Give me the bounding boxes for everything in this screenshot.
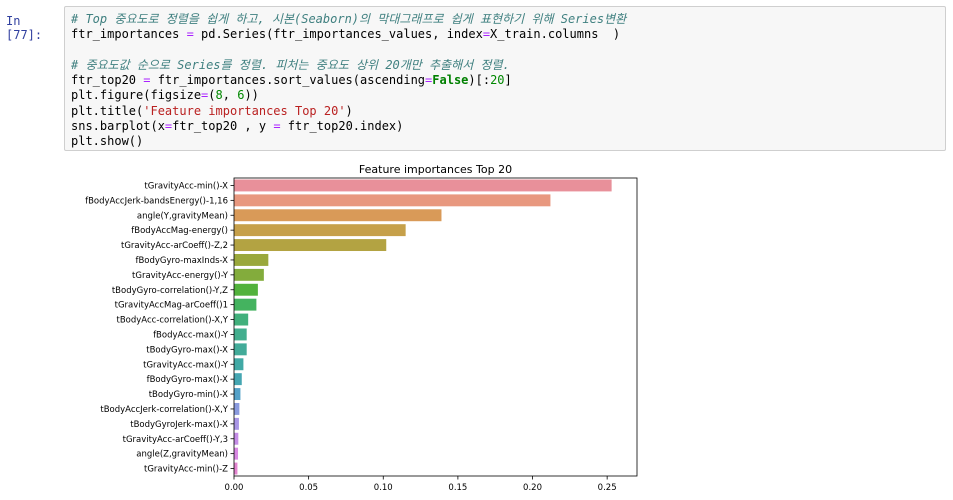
output-chart-area: Feature importances Top 20 tGravityAcc-m…	[64, 156, 946, 496]
y-tick-label: tBodyAccJerk-correlation()-X,Y	[100, 405, 228, 415]
y-tick-label: tGravityAcc-min()-Z	[144, 465, 228, 475]
code-line-1: # Top 중요도로 정렬을 쉽게 하고, 시본(Seaborn)의 막대그래프…	[71, 12, 627, 26]
y-tick-label: fBodyAcc-max()-Y	[153, 330, 229, 340]
x-tick-label: 0.20	[523, 483, 542, 493]
y-tick-label: fBodyGyro-max()-X	[147, 375, 229, 385]
bar-8	[234, 283, 258, 296]
code-line-2: ftr_importances = pd.Series(ftr_importan…	[71, 27, 621, 42]
y-tick-label: tGravityAcc-max()-Y	[143, 360, 229, 370]
bar-15	[234, 388, 241, 401]
y-tick-label: angle(Y,gravityMean)	[137, 211, 228, 221]
feature-importance-chart: Feature importances Top 20 tGravityAcc-m…	[85, 163, 638, 493]
bar-7	[234, 268, 264, 281]
y-tick-label: tBodyGyroJerk-max()-X	[130, 420, 228, 430]
bar-10	[234, 313, 249, 326]
bar-4	[234, 224, 406, 237]
y-tick-label: fBodyAccJerk-bandsEnergy()-1,16	[85, 196, 228, 206]
bar-5	[234, 239, 387, 252]
y-tick-label: tGravityAcc-min()-X	[144, 181, 228, 191]
code-line-7: plt.title('Feature importances Top 20')	[71, 103, 353, 118]
x-tick-label: 0.25	[598, 483, 617, 493]
code-line-9: plt.show()	[71, 134, 144, 149]
bar-19	[234, 447, 239, 460]
y-tick-label: tGravityAcc-energy()-Y	[132, 271, 229, 281]
bar-6	[234, 253, 269, 266]
code-line-3	[71, 43, 939, 58]
bar-9	[234, 298, 257, 311]
y-tick-label: fBodyGyro-maxInds-X	[135, 256, 228, 266]
y-tick-label: angle(Z,gravityMean)	[136, 450, 228, 460]
y-tick-label: tGravityAccMag-arCoeff()1	[115, 301, 228, 311]
y-tick-label: fBodyAccMag-energy()	[131, 226, 228, 236]
y-tick-label: tBodyGyro-correlation()-Y,Z	[112, 286, 228, 296]
bar-13	[234, 358, 244, 371]
y-tick-labels-group: tGravityAcc-min()-X fBodyAccJerk-bandsEne…	[85, 181, 234, 475]
x-tick-label: 0.05	[299, 483, 318, 493]
bar-2	[234, 194, 551, 207]
bar-11	[234, 328, 247, 341]
bar-14	[234, 373, 242, 386]
y-tick-label: tBodyGyro-max()-X	[146, 345, 228, 355]
bars-group	[234, 179, 612, 475]
x-tick-label: 0.15	[448, 483, 467, 493]
bar-18	[234, 432, 239, 445]
code-cell-input[interactable]: # Top 중요도로 정렬을 쉽게 하고, 시본(Seaborn)의 막대그래프…	[64, 6, 946, 151]
code-line-6: plt.figure(figsize=(8, 6))	[71, 88, 259, 103]
y-tick-label: tBodyGyro-min()-X	[149, 390, 228, 400]
chart-title: Feature importances Top 20	[359, 163, 512, 176]
x-tick-label: 0.00	[225, 483, 244, 493]
plot-frame	[233, 177, 638, 477]
bar-17	[234, 417, 239, 430]
bar-1	[234, 179, 612, 192]
x-axis-group: 0.00 0.05 0.10 0.15 0.20 0.25	[225, 476, 617, 493]
y-tick-label: tGravityAcc-arCoeff()-Z,2	[121, 241, 228, 251]
bar-12	[234, 343, 247, 356]
code-line-4: # 중요도값 순으로 Series를 정렬. 피처는 중요도 상위 20개만 추…	[71, 57, 510, 72]
bar-20	[234, 462, 238, 475]
x-tick-label: 0.10	[374, 483, 393, 493]
code-line-5: ftr_top20 = ftr_importances.sort_values(…	[71, 73, 512, 88]
bar-16	[234, 402, 240, 415]
cell-prompt: In [77]:	[6, 14, 43, 42]
bar-3	[234, 209, 442, 222]
y-tick-label: tGravityAcc-arCoeff()-Y,3	[123, 435, 228, 445]
y-tick-label: tBodyAcc-correlation()-X,Y	[117, 316, 229, 326]
code-line-8: sns.barplot(x=ftr_top20 , y = ftr_top20.…	[71, 119, 404, 134]
